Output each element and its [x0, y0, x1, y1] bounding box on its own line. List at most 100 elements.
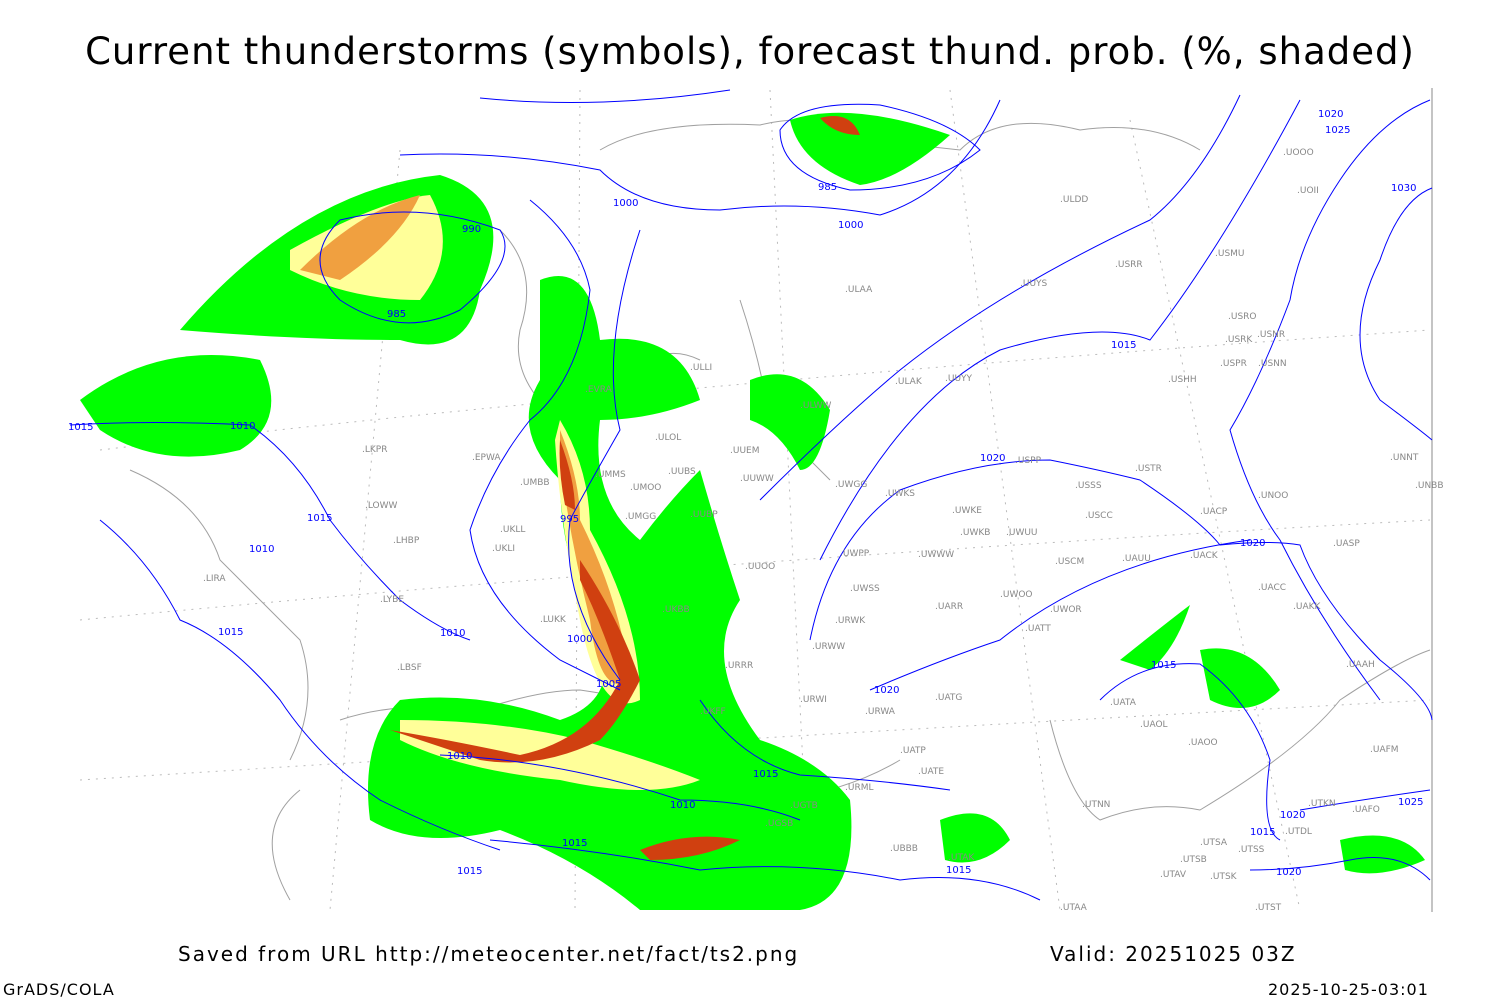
station-label: .UKLI: [492, 544, 515, 554]
station-labels: .ULDD .USRR .USMU .UUYS .ULAA .USRO .USRK .USNR…: [203, 148, 1444, 913]
valid-time-text: Valid: 20251025 03Z: [1050, 942, 1297, 966]
isobar-label: 1020: [1280, 810, 1305, 821]
station-label: .UAAH: [1346, 660, 1375, 670]
station-label: .UKFF: [700, 707, 726, 717]
map-title: Current thunderstorms (symbols), forecas…: [85, 30, 1415, 73]
station-label: .USCM: [1055, 557, 1084, 567]
station-label: .URWW: [812, 642, 845, 652]
station-label: .ULLI: [690, 363, 712, 373]
isobar-label: 1020: [874, 685, 899, 696]
station-label: .UATG: [935, 693, 962, 703]
station-label: .LHBP: [393, 536, 420, 546]
station-label: .LIRA: [203, 574, 226, 584]
station-label: .UASP: [1333, 539, 1360, 549]
station-label: .UUWW: [740, 474, 774, 484]
source-url-text: Saved from URL http://meteocenter.net/fa…: [178, 942, 800, 966]
station-label: .LYBE: [380, 595, 404, 605]
station-label: .UTAK: [948, 853, 975, 863]
station-label: .USRK: [1225, 335, 1253, 345]
station-label: .UKLL: [500, 525, 525, 535]
station-label: .USHH: [1168, 375, 1197, 385]
station-label: .UACC: [1258, 583, 1286, 593]
station-label: .LOWW: [365, 501, 398, 511]
station-label: .UAFO: [1352, 805, 1380, 815]
isobar-label: 1010: [249, 544, 274, 555]
station-label: .LKPR: [362, 445, 387, 455]
isobar-label: 985: [818, 182, 837, 193]
station-label: .UUBS: [668, 467, 696, 477]
isobar-label: 1015: [1250, 827, 1275, 838]
station-label: .UACP: [1200, 507, 1228, 517]
isobar-label: 1030: [1391, 183, 1416, 194]
software-credit: GrADS/COLA: [3, 980, 115, 999]
station-label: .UTSK: [1210, 872, 1238, 882]
station-label: .UUBP: [690, 510, 718, 520]
station-label: .USPR: [1220, 359, 1247, 369]
isobar-label: 1020: [1318, 109, 1343, 120]
isobar-label: 990: [462, 224, 481, 235]
station-label: .UTDL: [1285, 827, 1312, 837]
station-label: .UARR: [935, 602, 963, 612]
station-label: .UOII: [1297, 186, 1319, 196]
station-label: .USPP: [1015, 456, 1042, 466]
station-label: .UAOL: [1140, 720, 1168, 730]
isobar-label: 1010: [440, 628, 465, 639]
station-label: .UTNN: [1082, 800, 1110, 810]
isobars: [69, 89, 1433, 901]
isobar-label: 1015: [1111, 340, 1136, 351]
station-label: .EVRA: [585, 385, 613, 395]
station-label: .UAUU: [1122, 554, 1151, 564]
isobar-labels: 1020 1025 1030 985 1000 1000 990 985 1015 1010 101…: [68, 109, 1423, 878]
station-label: .UKBB: [662, 605, 690, 615]
isobar-label: 1020: [1240, 538, 1265, 549]
station-label: .URWK: [835, 616, 866, 626]
station-label: .USSS: [1075, 481, 1102, 491]
station-label: .ULAA: [845, 285, 873, 295]
station-label: .UNNT: [1390, 453, 1419, 463]
station-label: .USNR: [1257, 330, 1285, 340]
station-label: .UGTB: [790, 801, 818, 811]
isobar-label: 1000: [567, 634, 592, 645]
station-label: .UWKE: [952, 506, 982, 516]
isobar-label: 1015: [457, 866, 482, 877]
station-label: .UAOO: [1188, 738, 1218, 748]
isobar-label: 1020: [1276, 867, 1301, 878]
station-label: .UTAV: [1160, 870, 1187, 880]
isobar-label: 1010: [230, 421, 255, 432]
station-label: .UTSB: [1180, 855, 1207, 865]
isobar-label: 1025: [1325, 125, 1350, 136]
station-label: .UATT: [1025, 624, 1051, 634]
station-label: .UWOR: [1050, 605, 1082, 615]
station-label: .UAKK: [1293, 602, 1322, 612]
isobar-label: 1010: [447, 751, 472, 762]
isobar-label: 1000: [613, 198, 638, 209]
station-label: .LBSF: [397, 663, 422, 673]
station-label: .ULOL: [655, 433, 681, 443]
isobar-label: 1015: [753, 769, 778, 780]
station-label: .UUEM: [730, 446, 760, 456]
station-label: .USRR: [1115, 260, 1143, 270]
generated-timestamp: 2025-10-25-03:01: [1268, 980, 1429, 999]
station-label: .USCC: [1085, 511, 1113, 521]
station-label: .UWGG: [835, 480, 867, 490]
station-label: .UNOO: [1258, 491, 1288, 501]
station-label: .UTAA: [1060, 903, 1088, 913]
station-label: .UMMS: [595, 470, 626, 480]
station-label: .UTKN: [1308, 799, 1336, 809]
isobar-label: 985: [387, 309, 406, 320]
isobar-label: 1015: [307, 513, 332, 524]
station-label: .UUOO: [745, 562, 775, 572]
isobar-label: 1020: [980, 453, 1005, 464]
isobar-label: 1010: [670, 800, 695, 811]
station-label: .UUYY: [945, 374, 973, 384]
station-label: .EPWA: [472, 453, 501, 463]
thunderstorm-probability-shading: [80, 112, 1425, 910]
station-label: .USMU: [1215, 249, 1245, 259]
station-label: .URWA: [865, 707, 896, 717]
station-label: .UWPP: [840, 549, 870, 559]
station-label: .UACK: [1190, 551, 1219, 561]
isobar-label: 1015: [218, 627, 243, 638]
station-label: .URML: [845, 783, 873, 793]
station-label: .UNBB: [1415, 481, 1444, 491]
